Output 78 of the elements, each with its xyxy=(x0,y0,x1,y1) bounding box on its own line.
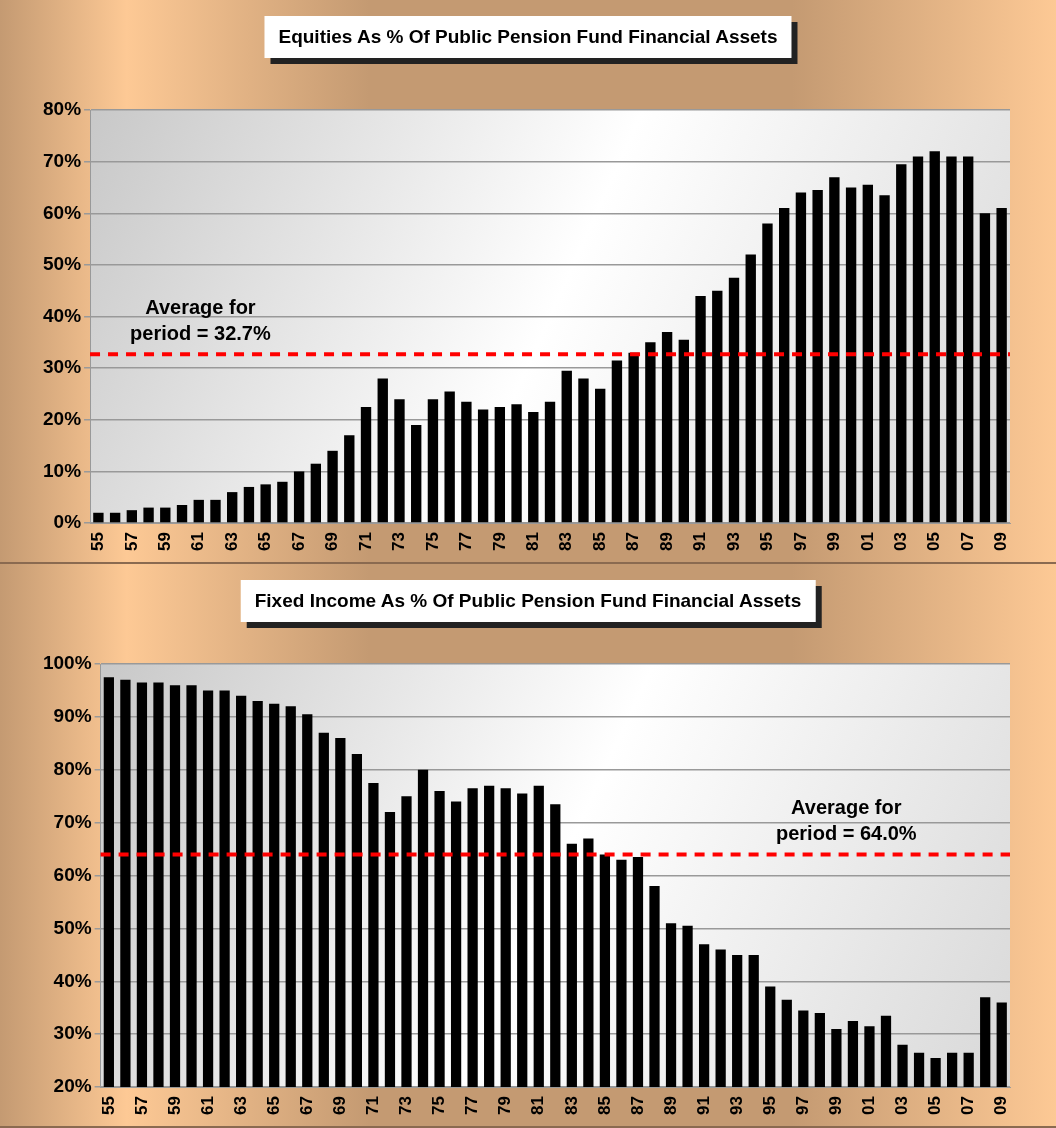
x-tick-label: 57 xyxy=(121,532,141,552)
x-tick-label: 55 xyxy=(98,1096,118,1116)
x-tick-label: 65 xyxy=(255,532,275,552)
x-tick-label: 79 xyxy=(489,532,509,552)
y-tick-label: 20% xyxy=(43,408,82,430)
x-tick-label: 57 xyxy=(131,1096,151,1116)
y-tick-label: 70% xyxy=(53,810,92,832)
y-tick-label: 50% xyxy=(53,916,92,938)
x-tick-label: 97 xyxy=(790,532,810,552)
y-tick-label: 100% xyxy=(42,652,92,674)
x-tick-label: 85 xyxy=(589,532,609,552)
x-tick-label: 65 xyxy=(263,1096,283,1116)
x-tick-label: 05 xyxy=(924,532,944,552)
x-tick-label: 77 xyxy=(462,1096,482,1116)
x-tick-label: 83 xyxy=(556,532,576,552)
x-tick-label: 91 xyxy=(690,532,710,552)
x-tick-label: 09 xyxy=(991,532,1011,552)
x-tick-label: 93 xyxy=(726,1096,746,1116)
x-tick-label: 75 xyxy=(429,1096,449,1116)
x-tick-label: 05 xyxy=(925,1096,945,1116)
y-tick-label: 10% xyxy=(43,459,82,481)
x-tick-label: 97 xyxy=(793,1096,812,1116)
x-tick-label: 01 xyxy=(859,1096,879,1116)
y-tick-label: 30% xyxy=(53,1022,92,1044)
x-tick-label: 99 xyxy=(826,1096,846,1116)
x-tick-label: 73 xyxy=(396,1096,416,1116)
x-tick-label: 93 xyxy=(723,532,743,552)
chart-title: Fixed Income As % Of Public Pension Fund Financial Assets xyxy=(240,580,816,622)
x-tick-label: 81 xyxy=(522,532,542,552)
y-tick-label: 70% xyxy=(43,149,82,171)
x-tick-label: 79 xyxy=(495,1096,515,1116)
y-tick-label: 80% xyxy=(43,98,82,120)
y-tick-label: 20% xyxy=(53,1075,92,1097)
x-tick-label: 81 xyxy=(528,1096,548,1116)
x-tick-label: 63 xyxy=(221,532,241,552)
x-tick-label: 55 xyxy=(88,532,108,552)
x-tick-label: 87 xyxy=(623,532,643,552)
x-tick-label: 77 xyxy=(456,532,476,552)
x-tick-label: 95 xyxy=(759,1096,779,1116)
x-tick-label: 95 xyxy=(757,532,777,552)
y-tick-label: 90% xyxy=(53,705,92,727)
x-tick-label: 87 xyxy=(627,1096,647,1116)
x-tick-label: 01 xyxy=(857,532,877,552)
y-tick-label: 60% xyxy=(43,201,82,223)
y-tick-label: 30% xyxy=(43,356,82,378)
chart-title: Equities As % Of Public Pension Fund Financial Assets xyxy=(264,16,792,58)
x-tick-label: 61 xyxy=(197,1096,217,1116)
x-tick-label: 09 xyxy=(991,1096,1011,1116)
y-tick-label: 0% xyxy=(53,511,82,533)
x-tick-label: 63 xyxy=(230,1096,250,1116)
x-tick-label: 85 xyxy=(594,1096,614,1116)
x-tick-label: 67 xyxy=(288,532,308,552)
x-tick-label: 73 xyxy=(389,532,409,552)
x-tick-label: 07 xyxy=(958,1096,978,1116)
ref-line-label: Average for period = 32.7% xyxy=(130,296,271,345)
x-tick-label: 99 xyxy=(824,532,844,552)
y-tick-label: 40% xyxy=(53,969,92,991)
x-tick-label: 03 xyxy=(892,1096,912,1116)
x-tick-label: 89 xyxy=(660,1096,680,1116)
x-tick-label: 83 xyxy=(561,1096,581,1116)
x-tick-label: 71 xyxy=(363,1096,383,1116)
x-tick-label: 67 xyxy=(296,1096,316,1116)
x-tick-label: 03 xyxy=(890,532,910,552)
x-tick-label: 71 xyxy=(355,532,375,552)
x-tick-label: 75 xyxy=(422,532,442,552)
y-tick-label: 60% xyxy=(53,863,92,885)
x-tick-label: 91 xyxy=(693,1096,713,1116)
ref-line-label: Average for period = 64.0% xyxy=(775,796,917,845)
x-tick-label: 07 xyxy=(957,532,977,552)
x-tick-label: 59 xyxy=(164,1096,184,1116)
x-tick-label: 61 xyxy=(188,532,208,552)
y-tick-label: 40% xyxy=(43,304,82,326)
x-tick-label: 89 xyxy=(656,532,676,552)
y-tick-label: 80% xyxy=(53,758,92,780)
x-tick-label: 69 xyxy=(330,1096,350,1116)
x-tick-label: 59 xyxy=(154,532,174,552)
y-tick-label: 50% xyxy=(43,253,82,275)
x-tick-label: 69 xyxy=(322,532,342,552)
